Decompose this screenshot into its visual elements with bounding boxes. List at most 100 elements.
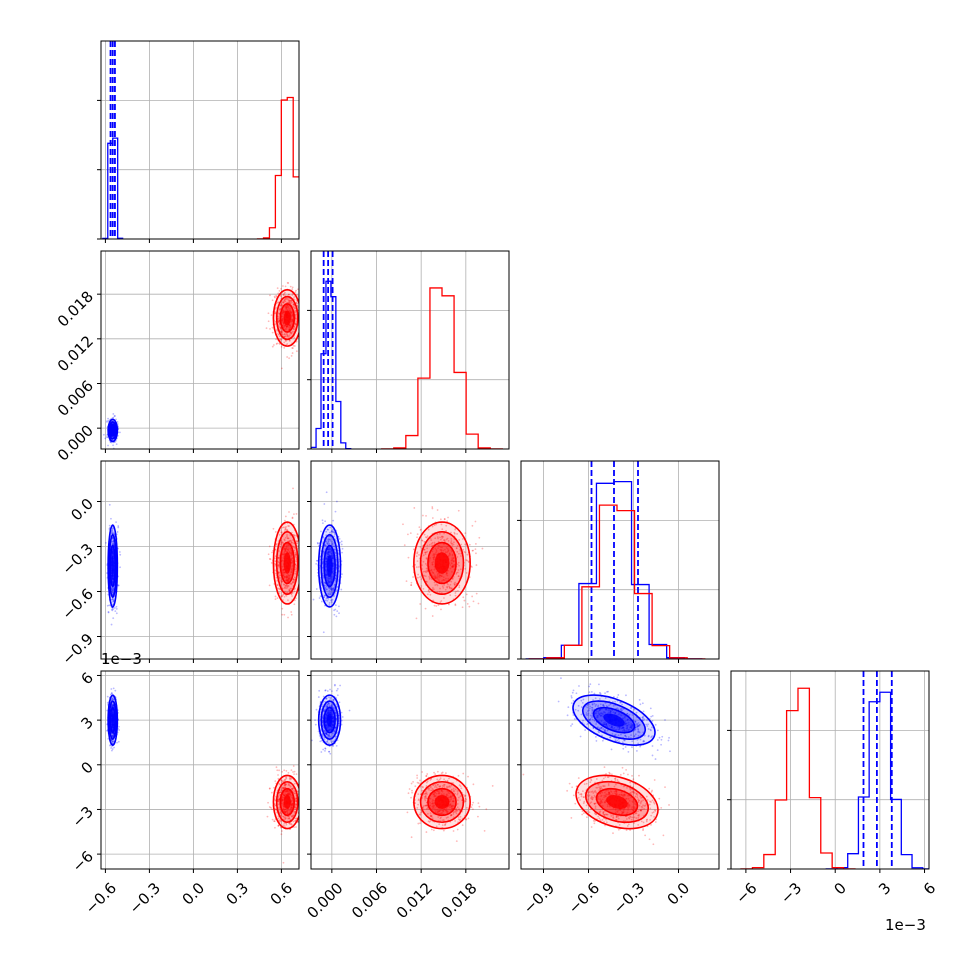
scatter-point xyxy=(279,791,282,794)
scatter-point xyxy=(316,542,319,544)
scatter-point xyxy=(405,580,408,583)
scatter-point xyxy=(458,564,460,567)
scatter-point xyxy=(330,529,333,532)
scatter-point xyxy=(268,787,271,790)
scatter-point xyxy=(330,530,333,533)
scatter-point xyxy=(425,571,427,574)
scatter-point xyxy=(277,571,280,574)
scatter-point xyxy=(441,535,444,538)
y-tick-label: 0.018 xyxy=(54,287,97,330)
scatter-point xyxy=(423,540,426,543)
scatter-point xyxy=(419,546,422,548)
scatter-point xyxy=(431,541,434,544)
scatter-point xyxy=(433,588,435,591)
scatter-point xyxy=(319,740,322,743)
scatter-point xyxy=(274,799,277,802)
scatter-point xyxy=(111,609,114,612)
scatter-point xyxy=(294,551,297,554)
scatter-point xyxy=(285,585,287,588)
scatter-point xyxy=(327,540,330,542)
scatter-point xyxy=(283,786,286,789)
scatter-point xyxy=(335,568,338,571)
scatter-point xyxy=(456,533,458,535)
scatter-point xyxy=(278,577,281,579)
scatter-point xyxy=(286,334,289,336)
scatter-point xyxy=(284,333,286,336)
scatter-point xyxy=(286,586,289,589)
scatter-point xyxy=(329,593,331,596)
scatter-point xyxy=(468,605,471,608)
scatter-point xyxy=(329,593,332,595)
scatter-point xyxy=(431,615,434,617)
scatter-point xyxy=(276,287,279,290)
scatter-point xyxy=(288,784,291,787)
scatter-point xyxy=(283,539,286,542)
scatter-point xyxy=(474,520,477,523)
scatter-point xyxy=(294,291,297,294)
scatter-point xyxy=(334,552,337,555)
scatter-point xyxy=(271,331,274,334)
scatter-point xyxy=(283,300,286,303)
scatter-point xyxy=(269,294,271,297)
scatter-point xyxy=(426,569,428,572)
scatter-point xyxy=(416,551,419,554)
scatter-point xyxy=(306,566,308,568)
scatter-point xyxy=(286,281,289,284)
scatter-point xyxy=(276,342,279,345)
scatter-point xyxy=(281,595,283,598)
scatter-point xyxy=(271,299,274,302)
scatter-point xyxy=(293,326,296,328)
scatter-point xyxy=(107,611,110,614)
scatter-point xyxy=(278,798,281,801)
scatter-point xyxy=(286,343,289,345)
scatter-point xyxy=(302,821,304,823)
y-tick-label: −0.3 xyxy=(59,540,97,578)
scatter-point xyxy=(427,528,430,531)
scatter-point xyxy=(314,723,317,726)
scatter-point xyxy=(292,344,295,347)
scatter-point xyxy=(282,787,284,790)
scatter-point xyxy=(420,578,423,581)
scatter-point xyxy=(111,704,114,706)
scatter-point xyxy=(441,535,443,538)
scatter-point xyxy=(467,560,470,563)
axis-frame xyxy=(100,670,300,870)
scatter-point xyxy=(283,584,286,586)
scatter-point xyxy=(295,317,298,320)
scatter-point xyxy=(281,331,284,333)
scatter-point xyxy=(440,523,443,526)
scatter-point xyxy=(334,737,337,739)
scatter-point xyxy=(330,588,333,591)
axis-frame xyxy=(100,250,300,450)
scatter-point xyxy=(111,734,114,737)
scatter-point xyxy=(315,588,318,590)
scatter-point xyxy=(475,592,478,595)
scatter-point xyxy=(335,554,337,557)
scatter-point xyxy=(282,815,284,818)
scatter-point xyxy=(439,518,442,521)
scatter-point xyxy=(450,587,453,590)
scatter-point xyxy=(295,340,298,343)
scatter-point xyxy=(278,533,281,536)
scatter-point xyxy=(293,576,296,579)
scatter-point xyxy=(274,572,277,575)
scatter-point xyxy=(331,703,333,706)
scatter-point xyxy=(326,739,329,742)
scatter-point xyxy=(279,820,282,823)
scatter-point xyxy=(334,728,337,731)
scatter-point xyxy=(443,539,446,542)
scatter-point xyxy=(425,567,428,570)
scatter-point xyxy=(291,787,294,790)
y-tick-label: 0.006 xyxy=(54,377,97,420)
x-tick-label: −0.6 xyxy=(82,879,120,917)
scatter-point xyxy=(453,583,456,586)
scatter-point xyxy=(464,532,467,535)
scatter-point xyxy=(288,300,291,302)
scatter-point xyxy=(457,552,460,555)
scatter-point xyxy=(290,331,292,334)
scatter-point xyxy=(280,579,282,582)
scatter-point xyxy=(284,590,286,593)
scatter-point xyxy=(471,524,474,527)
scatter-point xyxy=(280,338,282,341)
scatter-point xyxy=(329,696,332,699)
